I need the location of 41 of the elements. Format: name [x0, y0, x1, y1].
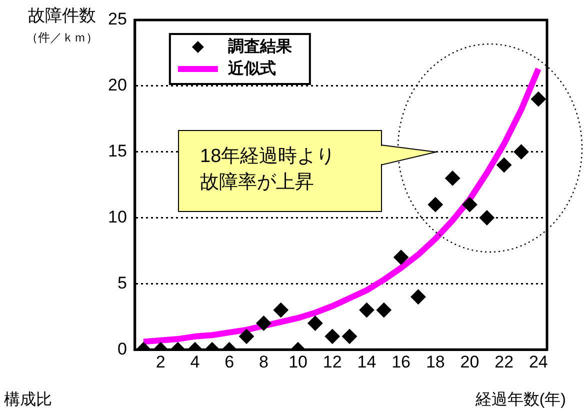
point [445, 170, 460, 186]
text: 構成比 [4, 390, 52, 408]
x-tick-label: 22 [494, 352, 514, 372]
x-tick-label: 24 [528, 352, 548, 372]
legend-label: 近似式 [226, 59, 276, 78]
point [496, 158, 512, 173]
annotation: 18年経過時より故障率が上昇 [200, 145, 336, 195]
point [359, 302, 374, 318]
point [462, 197, 478, 212]
y-tick-label: 25 [108, 10, 127, 29]
x-tick-label: 8 [258, 352, 268, 372]
y-tick-label: 15 [108, 142, 127, 161]
point [308, 316, 323, 331]
y-tick-label: 0 [117, 339, 127, 358]
x-tick-label: 18 [426, 352, 445, 372]
x-tick-label: 12 [322, 352, 342, 372]
x-axis-title: 経過年数(年) [474, 391, 566, 408]
x-tick-label: 10 [288, 352, 308, 372]
y-tick-label: 5 [117, 273, 127, 292]
point [256, 316, 272, 331]
point [394, 250, 409, 265]
point [530, 92, 546, 107]
point [514, 144, 529, 160]
point [479, 210, 494, 226]
legend-label: 調査結果 [228, 37, 293, 56]
point [342, 328, 358, 344]
x-tick-label: 20 [460, 352, 480, 372]
point [428, 197, 443, 212]
y-axis-title: 故障件数（件／ｋｍ） [26, 6, 98, 44]
point [410, 289, 426, 304]
x-tick-label: 14 [357, 352, 376, 372]
y-tick-label: 10 [108, 207, 127, 226]
x-tick-label: 6 [224, 352, 234, 372]
y-tick-label: 20 [108, 76, 127, 95]
point [376, 302, 392, 318]
x-tick-label: 4 [190, 352, 200, 372]
point [324, 328, 340, 344]
point [273, 302, 288, 318]
point [239, 328, 254, 344]
x-tick-label: 16 [392, 352, 411, 372]
x-tick-label: 2 [156, 352, 166, 372]
